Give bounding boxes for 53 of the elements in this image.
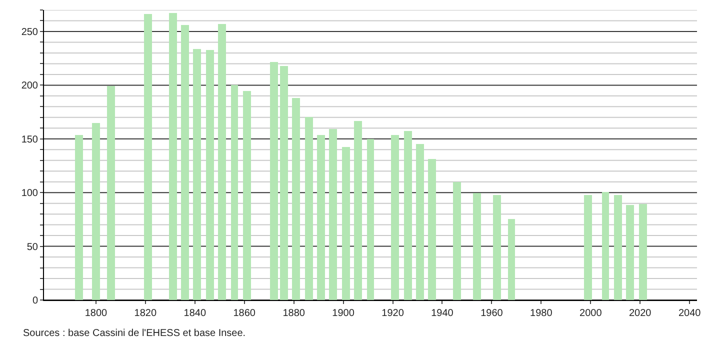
bar	[614, 195, 622, 300]
x-tick-label: 1860	[233, 308, 256, 319]
bar	[453, 182, 461, 300]
bar	[584, 195, 592, 300]
bar	[508, 219, 515, 300]
x-tick-label: 1800	[84, 308, 108, 319]
y-tick-label: 150	[21, 134, 38, 146]
x-tick-label: 1980	[530, 308, 553, 319]
x-tick-label: 1900	[332, 308, 355, 319]
bar	[218, 24, 226, 300]
bar	[391, 135, 399, 300]
bar	[428, 159, 436, 300]
bar	[354, 121, 362, 300]
x-tick-label: 1840	[184, 308, 206, 319]
bar	[292, 98, 300, 300]
y-tick-label: 50	[26, 242, 38, 253]
bar	[144, 14, 152, 300]
bar	[342, 147, 350, 300]
x-tick-label: 1940	[431, 308, 454, 319]
bar	[92, 123, 100, 300]
source-note: Sources : base Cassini de l'EHESS et base Insee.	[23, 328, 246, 339]
bar	[270, 62, 278, 300]
bar	[75, 135, 83, 300]
bar	[626, 205, 634, 300]
bar	[193, 49, 201, 300]
bar	[602, 192, 609, 300]
x-tick-label: 2020	[628, 308, 652, 319]
bar	[473, 193, 481, 300]
x-tick-label: 2000	[580, 308, 602, 319]
bar	[243, 91, 251, 300]
y-tick-label: 250	[21, 26, 38, 38]
bar	[107, 86, 115, 300]
bar	[169, 13, 177, 300]
y-tick-label: 100	[21, 188, 38, 200]
bar	[231, 85, 238, 300]
bar	[317, 135, 325, 300]
bar	[329, 129, 337, 300]
bar	[280, 66, 288, 300]
bar	[404, 131, 412, 300]
bar	[305, 117, 313, 300]
bar	[206, 50, 214, 300]
y-tick-label: 0	[32, 296, 38, 306]
bar	[416, 144, 424, 300]
bar	[367, 139, 374, 300]
bar	[639, 204, 647, 300]
x-tick-label: 1880	[282, 308, 306, 319]
bar	[493, 195, 501, 300]
x-tick-label: 1960	[480, 308, 504, 319]
x-tick-label: 1820	[134, 308, 157, 319]
x-tick-label: 1920	[382, 308, 404, 319]
y-tick-label: 200	[21, 80, 38, 92]
bar	[181, 25, 189, 300]
x-tick-label: 2040	[678, 308, 702, 319]
